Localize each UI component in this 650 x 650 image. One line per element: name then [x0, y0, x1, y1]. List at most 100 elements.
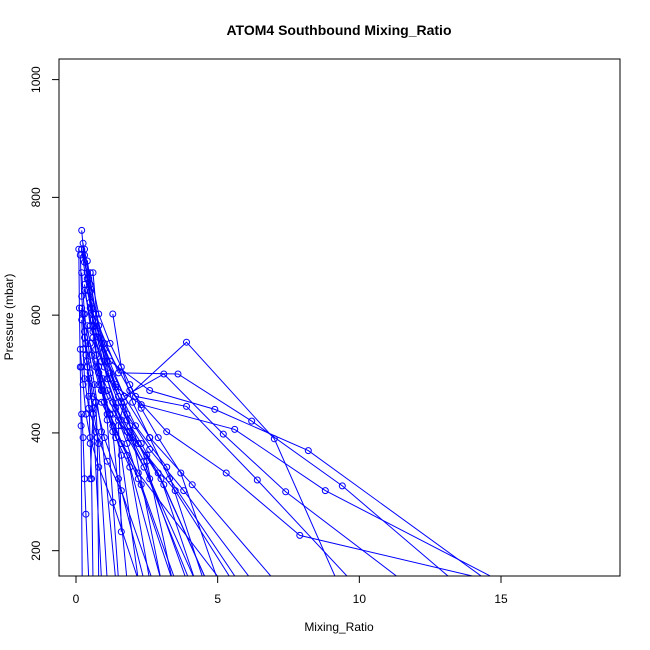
data-point	[129, 398, 137, 406]
data-point	[270, 435, 278, 443]
profile-line-16	[84, 255, 203, 576]
data-point	[154, 434, 162, 442]
profile-series-39	[85, 275, 119, 576]
profile-line-32	[103, 402, 230, 576]
data-point	[103, 416, 111, 424]
data-point	[75, 245, 83, 253]
data-point	[85, 275, 93, 283]
data-point	[137, 404, 145, 412]
data-point	[98, 428, 105, 436]
profile-line-4	[84, 249, 449, 576]
data-point	[123, 440, 131, 447]
data-point	[211, 405, 219, 413]
profile-line-15	[92, 272, 250, 576]
plot-marks	[75, 226, 492, 576]
x-tick-label: 10	[353, 592, 367, 606]
profile-series-11	[78, 410, 90, 576]
data-point	[174, 370, 182, 378]
data-point	[78, 292, 86, 300]
data-point	[171, 487, 179, 495]
profile-line-34	[129, 384, 217, 576]
profile-series-24	[109, 310, 236, 576]
profile-series-37	[106, 369, 172, 576]
data-point	[321, 487, 329, 495]
y-tick-label: 1000	[29, 66, 43, 93]
data-point	[134, 475, 142, 483]
data-point	[117, 528, 125, 536]
data-point	[140, 463, 148, 471]
data-point	[81, 251, 88, 259]
data-point	[81, 328, 88, 336]
data-point	[163, 428, 171, 436]
data-point	[100, 434, 108, 442]
data-point	[282, 488, 290, 496]
x-axis-label: Mixing_Ratio	[304, 620, 374, 634]
data-point	[106, 410, 114, 418]
y-axis: 200 400 600 800 1000	[29, 66, 60, 561]
profile-series-36	[82, 351, 108, 576]
data-point	[231, 425, 239, 433]
data-point	[90, 381, 98, 389]
data-point	[115, 369, 122, 377]
data-point	[132, 392, 139, 400]
data-point	[92, 357, 100, 365]
data-point	[109, 310, 117, 318]
data-point	[157, 475, 165, 483]
profile-line-37	[109, 372, 172, 576]
data-point	[76, 363, 84, 371]
profile-line-6	[89, 272, 348, 576]
data-point	[117, 422, 125, 430]
data-point	[103, 375, 111, 383]
y-tick-label: 600	[29, 305, 43, 325]
profile-series-34	[126, 381, 217, 576]
data-point	[123, 428, 131, 436]
data-point	[248, 417, 256, 425]
data-point	[183, 338, 190, 346]
data-point	[78, 410, 86, 418]
profile-series-12	[83, 357, 96, 576]
x-tick-label: 0	[73, 592, 80, 606]
y-tick-label: 800	[29, 187, 43, 207]
profile-line-24	[112, 313, 236, 576]
data-point	[177, 469, 185, 477]
profile-line-1	[81, 249, 492, 576]
data-point	[82, 510, 90, 518]
data-point	[222, 469, 230, 477]
profile-series-31	[75, 245, 85, 576]
x-tick-label: 5	[214, 592, 221, 606]
data-point	[79, 434, 87, 442]
data-point	[253, 476, 261, 484]
data-point	[146, 434, 154, 442]
data-point	[89, 322, 97, 330]
data-point	[109, 428, 117, 436]
profile-series-1	[78, 245, 492, 576]
profile-series-33	[115, 398, 195, 576]
data-point	[160, 370, 168, 378]
data-point	[89, 269, 97, 277]
data-point	[106, 339, 114, 347]
data-point	[92, 398, 100, 406]
data-point	[95, 440, 103, 447]
data-point	[75, 304, 83, 312]
data-point	[304, 447, 312, 455]
profile-line-18	[81, 249, 186, 576]
data-point	[83, 257, 91, 265]
profile-line-30	[79, 255, 102, 576]
data-point	[98, 339, 105, 347]
data-point	[82, 351, 90, 359]
y-tick-label: 400	[29, 423, 43, 443]
data-point	[296, 531, 304, 539]
data-point	[183, 402, 190, 410]
data-point	[86, 475, 94, 483]
data-point	[146, 387, 154, 394]
data-point	[123, 416, 131, 424]
profile-line-27	[95, 355, 206, 576]
data-point	[146, 445, 154, 453]
profile-line-31	[78, 249, 83, 576]
data-point	[126, 381, 134, 389]
y-axis-label: Pressure (mbar)	[2, 274, 16, 361]
x-tick-label: 15	[494, 592, 508, 606]
x-axis: 0 5 10 15	[73, 575, 508, 606]
data-point	[92, 310, 100, 318]
data-point	[219, 430, 227, 438]
